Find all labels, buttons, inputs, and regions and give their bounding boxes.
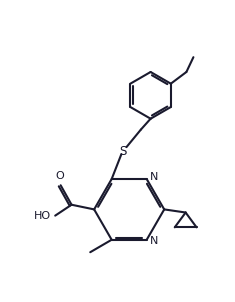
Text: HO: HO [34, 211, 51, 221]
Text: N: N [150, 172, 158, 182]
Text: S: S [120, 145, 127, 158]
Text: O: O [55, 171, 64, 182]
Text: N: N [150, 236, 158, 246]
